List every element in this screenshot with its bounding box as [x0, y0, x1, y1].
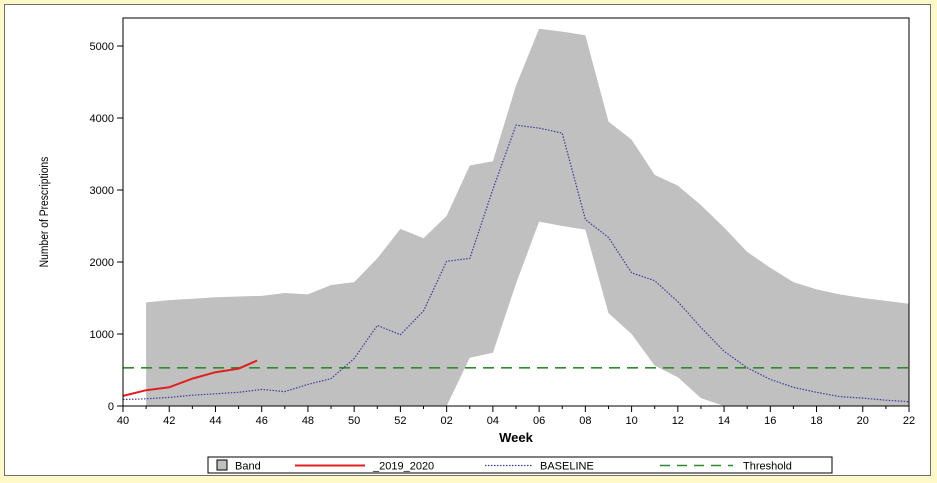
- y-tick-label: 1000: [90, 329, 114, 341]
- x-tick-label: 16: [764, 415, 776, 427]
- x-tick-label: 06: [533, 415, 545, 427]
- legend-current-label: _2019_2020: [372, 461, 434, 473]
- y-tick-label: 0: [108, 401, 114, 413]
- x-tick-label: 40: [117, 415, 129, 427]
- x-tick-label: 44: [209, 415, 221, 427]
- x-tick-label: 02: [441, 415, 453, 427]
- x-tick-label: 20: [857, 415, 869, 427]
- legend-threshold-label: Threshold: [743, 461, 792, 473]
- x-axis-label: Week: [499, 430, 533, 445]
- band-area: [146, 28, 909, 406]
- y-tick-label: 5000: [90, 41, 114, 53]
- legend-band-swatch: [216, 459, 228, 471]
- x-tick-label: 10: [625, 415, 637, 427]
- legend-band-label: Band: [235, 461, 261, 473]
- y-tick-label: 4000: [90, 113, 114, 125]
- baseline-line: [122, 124, 910, 403]
- x-tick-label: 12: [672, 415, 684, 427]
- y-tick-label: 2000: [90, 257, 114, 269]
- chart-canvas: 40 42 44 46 48 50 52 02 04 06 08 10 12 14 16 18 20 22 0 10…: [38, 17, 915, 474]
- x-tick-label: 50: [348, 415, 360, 427]
- legend-baseline-label: BASELINE: [540, 461, 594, 473]
- x-tick-label: 18: [810, 415, 822, 427]
- y-tick-label: 3000: [90, 185, 114, 197]
- season-2019-2020-line: [122, 359, 258, 397]
- x-tick-label: 46: [256, 415, 268, 427]
- legend: Band _2019_2020 BASELINE Threshold: [207, 456, 833, 474]
- x-tick-label: 14: [718, 415, 730, 427]
- legend-box: [207, 456, 833, 474]
- x-tick-label: 48: [302, 415, 314, 427]
- x-tick-label: 52: [394, 415, 406, 427]
- x-tick-label: 08: [579, 415, 591, 427]
- x-tick-label: 04: [487, 415, 499, 427]
- x-tick-label: 22: [903, 415, 915, 427]
- y-axis-label: Number of Prescriptions: [38, 156, 51, 267]
- x-tick-label: 42: [163, 415, 175, 427]
- chart-frame: 40 42 44 46 48 50 52 02 04 06 08 10 12 14 16 18 20 22 0 10…: [4, 4, 931, 476]
